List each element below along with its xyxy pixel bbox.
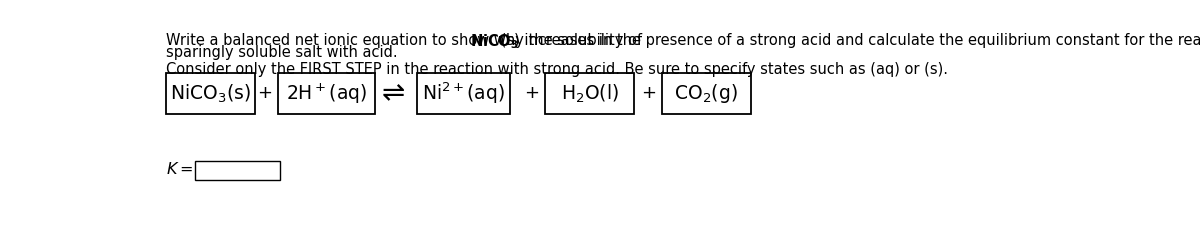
Bar: [418, 73, 510, 114]
Bar: [278, 73, 374, 114]
Text: $\mathrm{CO_2(g)}$: $\mathrm{CO_2(g)}$: [674, 82, 738, 105]
Text: (s) increases in the presence of a strong acid and calculate the equilibrium con: (s) increases in the presence of a stron…: [496, 33, 1200, 48]
Bar: [545, 73, 635, 114]
Text: +: +: [524, 84, 540, 102]
Text: +: +: [641, 84, 656, 102]
Text: $\mathrm{2H^+(aq)}$: $\mathrm{2H^+(aq)}$: [286, 81, 367, 106]
Text: Write a balanced net ionic equation to show why the solubility of: Write a balanced net ionic equation to s…: [166, 33, 646, 48]
Text: $\mathbf{NiCO_3}$: $\mathbf{NiCO_3}$: [470, 33, 518, 51]
Bar: [661, 73, 751, 114]
Text: Consider only the FIRST STEP in the reaction with strong acid. Be sure to specif: Consider only the FIRST STEP in the reac…: [166, 62, 948, 77]
Text: $\rightleftharpoons$: $\rightleftharpoons$: [376, 79, 404, 108]
Text: +: +: [257, 84, 272, 102]
Bar: [194, 161, 281, 180]
Text: $\mathrm{NiCO_3(s)}$: $\mathrm{NiCO_3(s)}$: [169, 82, 251, 105]
Text: sparingly soluble salt with acid.: sparingly soluble salt with acid.: [166, 45, 397, 60]
Bar: [166, 73, 254, 114]
Text: $K =$: $K =$: [166, 161, 193, 177]
Text: $\mathrm{H_2O(l)}$: $\mathrm{H_2O(l)}$: [560, 82, 619, 105]
Text: $\mathrm{Ni^{2+}(aq)}$: $\mathrm{Ni^{2+}(aq)}$: [422, 81, 505, 106]
